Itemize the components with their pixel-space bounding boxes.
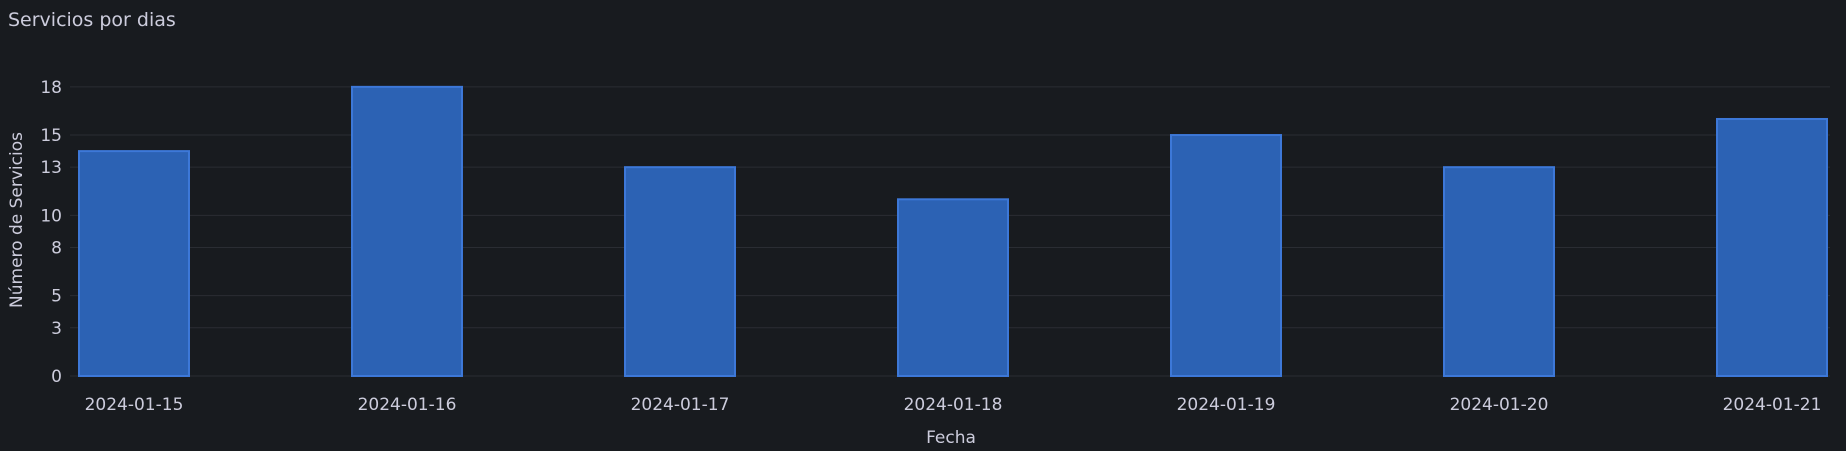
bar-2024-01-21[interactable] xyxy=(1716,117,1828,377)
x-tick-label: 2024-01-17 xyxy=(631,395,730,415)
y-axis-label: Número de Servicios xyxy=(7,132,27,308)
x-tick-label: 2024-01-18 xyxy=(904,395,1003,415)
bar-2024-01-17[interactable] xyxy=(624,166,736,377)
bar-2024-01-18[interactable] xyxy=(897,198,1009,377)
x-axis-label: Fecha xyxy=(926,428,976,448)
y-tick-label: 18 xyxy=(40,78,62,98)
x-tick-label: 2024-01-15 xyxy=(85,395,184,415)
bars-layer xyxy=(78,85,1828,377)
y-tick-label: 0 xyxy=(51,367,62,387)
bar-2024-01-16[interactable] xyxy=(351,85,463,377)
bar-2024-01-19[interactable] xyxy=(1170,134,1282,377)
panel-title: Servicios por dias xyxy=(8,9,176,31)
bar-2024-01-20[interactable] xyxy=(1443,166,1555,377)
y-axis-ticks: 0 3 5 8 10 13 15 18 xyxy=(40,78,62,387)
y-tick-label: 13 xyxy=(40,158,62,178)
x-tick-label: 2024-01-20 xyxy=(1450,395,1549,415)
x-tick-label: 2024-01-19 xyxy=(1177,395,1276,415)
y-tick-label: 5 xyxy=(51,287,62,307)
bar-2024-01-15[interactable] xyxy=(78,150,190,377)
y-tick-label: 10 xyxy=(40,206,62,226)
y-tick-label: 15 xyxy=(40,126,62,146)
x-axis-ticks: 2024-01-15 2024-01-16 2024-01-17 2024-01-18… xyxy=(85,395,1822,415)
x-tick-label: 2024-01-21 xyxy=(1723,395,1822,415)
y-tick-label: 8 xyxy=(51,238,62,258)
y-tick-label: 3 xyxy=(51,319,62,339)
x-tick-label: 2024-01-16 xyxy=(358,395,457,415)
